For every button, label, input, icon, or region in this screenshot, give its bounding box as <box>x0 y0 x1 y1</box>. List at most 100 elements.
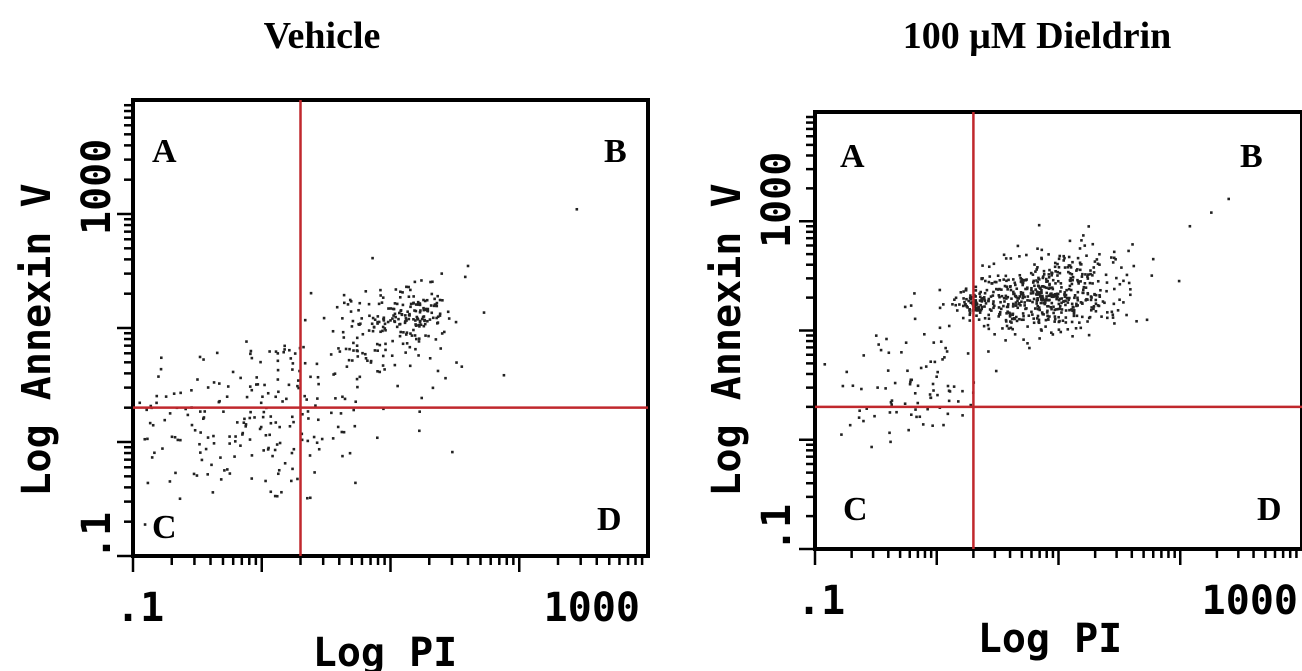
data-point <box>348 347 351 351</box>
data-point <box>281 400 284 403</box>
data-point <box>413 309 416 312</box>
data-point <box>1112 256 1116 260</box>
data-point <box>1103 301 1106 305</box>
data-point <box>1016 306 1020 310</box>
data-point <box>248 438 252 441</box>
data-point <box>870 445 873 449</box>
data-point <box>1106 311 1109 314</box>
data-point <box>1129 288 1132 291</box>
data-point <box>148 421 152 425</box>
data-point <box>1066 328 1070 331</box>
data-point <box>1023 301 1026 304</box>
data-point <box>926 407 929 411</box>
data-point <box>1055 293 1059 297</box>
data-point <box>1122 279 1125 283</box>
data-point <box>337 347 340 350</box>
data-point <box>1019 276 1022 280</box>
data-point <box>986 323 990 327</box>
data-point <box>404 317 408 320</box>
data-point <box>919 366 923 370</box>
data-point <box>906 369 909 373</box>
data-point <box>910 378 914 382</box>
data-point <box>997 294 1001 297</box>
data-point <box>291 467 294 471</box>
data-point <box>931 382 935 386</box>
data-point <box>1003 284 1007 288</box>
data-point <box>992 300 995 303</box>
data-point <box>373 318 377 322</box>
data-point <box>316 397 319 400</box>
data-point <box>355 349 359 352</box>
data-point <box>248 385 252 388</box>
data-point <box>268 433 271 437</box>
data-point <box>250 477 254 480</box>
data-point <box>431 316 435 320</box>
data-point <box>417 337 421 340</box>
data-point <box>155 394 159 398</box>
data-point <box>146 437 149 441</box>
data-point <box>312 435 316 439</box>
data-point <box>987 350 990 353</box>
data-point <box>1001 327 1004 330</box>
data-point <box>348 451 352 455</box>
data-point <box>1044 318 1048 322</box>
data-point <box>1092 307 1095 311</box>
data-point <box>215 351 219 355</box>
data-point <box>1031 291 1035 295</box>
data-point <box>890 403 893 406</box>
data-point <box>401 303 405 307</box>
data-point <box>1151 257 1155 261</box>
data-point <box>234 435 237 438</box>
data-point <box>245 340 248 343</box>
data-point <box>399 330 402 334</box>
data-point <box>823 363 827 366</box>
data-point <box>1000 288 1003 291</box>
data-point <box>317 382 320 386</box>
data-point <box>1086 275 1089 278</box>
data-point <box>1105 289 1108 293</box>
data-point <box>916 384 920 388</box>
data-point <box>352 349 355 352</box>
data-point <box>179 438 182 442</box>
data-point <box>427 334 430 338</box>
data-point <box>404 314 407 317</box>
data-point <box>981 264 984 267</box>
quadrant-label-d: D <box>1257 491 1282 528</box>
data-point <box>1037 318 1041 322</box>
data-point <box>1005 279 1008 283</box>
data-point <box>1039 301 1043 305</box>
data-point <box>1105 316 1109 320</box>
data-point <box>278 441 282 445</box>
data-point <box>1051 287 1055 291</box>
data-point <box>1057 257 1061 261</box>
data-point <box>264 479 267 483</box>
data-point <box>887 351 891 355</box>
data-point <box>371 256 374 260</box>
data-point <box>322 316 326 320</box>
data-point <box>961 414 964 417</box>
data-point <box>1035 302 1039 305</box>
data-point <box>1065 296 1069 300</box>
data-point <box>1087 316 1091 320</box>
data-point <box>409 305 412 309</box>
data-point <box>1127 281 1131 285</box>
data-point <box>1122 301 1125 304</box>
data-point <box>430 292 434 296</box>
data-point <box>980 305 984 309</box>
data-point <box>316 418 320 422</box>
data-point <box>422 324 426 328</box>
data-point <box>379 294 382 297</box>
data-point <box>991 294 995 297</box>
data-point <box>1112 250 1116 254</box>
data-point <box>1021 296 1025 300</box>
data-point <box>440 272 444 275</box>
data-point <box>342 293 346 297</box>
data-point <box>381 354 385 358</box>
data-point <box>290 415 294 419</box>
data-point <box>436 369 440 373</box>
data-point <box>1021 291 1025 295</box>
data-point <box>1004 294 1008 298</box>
data-point <box>985 288 989 292</box>
data-point <box>983 299 987 303</box>
data-point <box>1067 287 1071 291</box>
